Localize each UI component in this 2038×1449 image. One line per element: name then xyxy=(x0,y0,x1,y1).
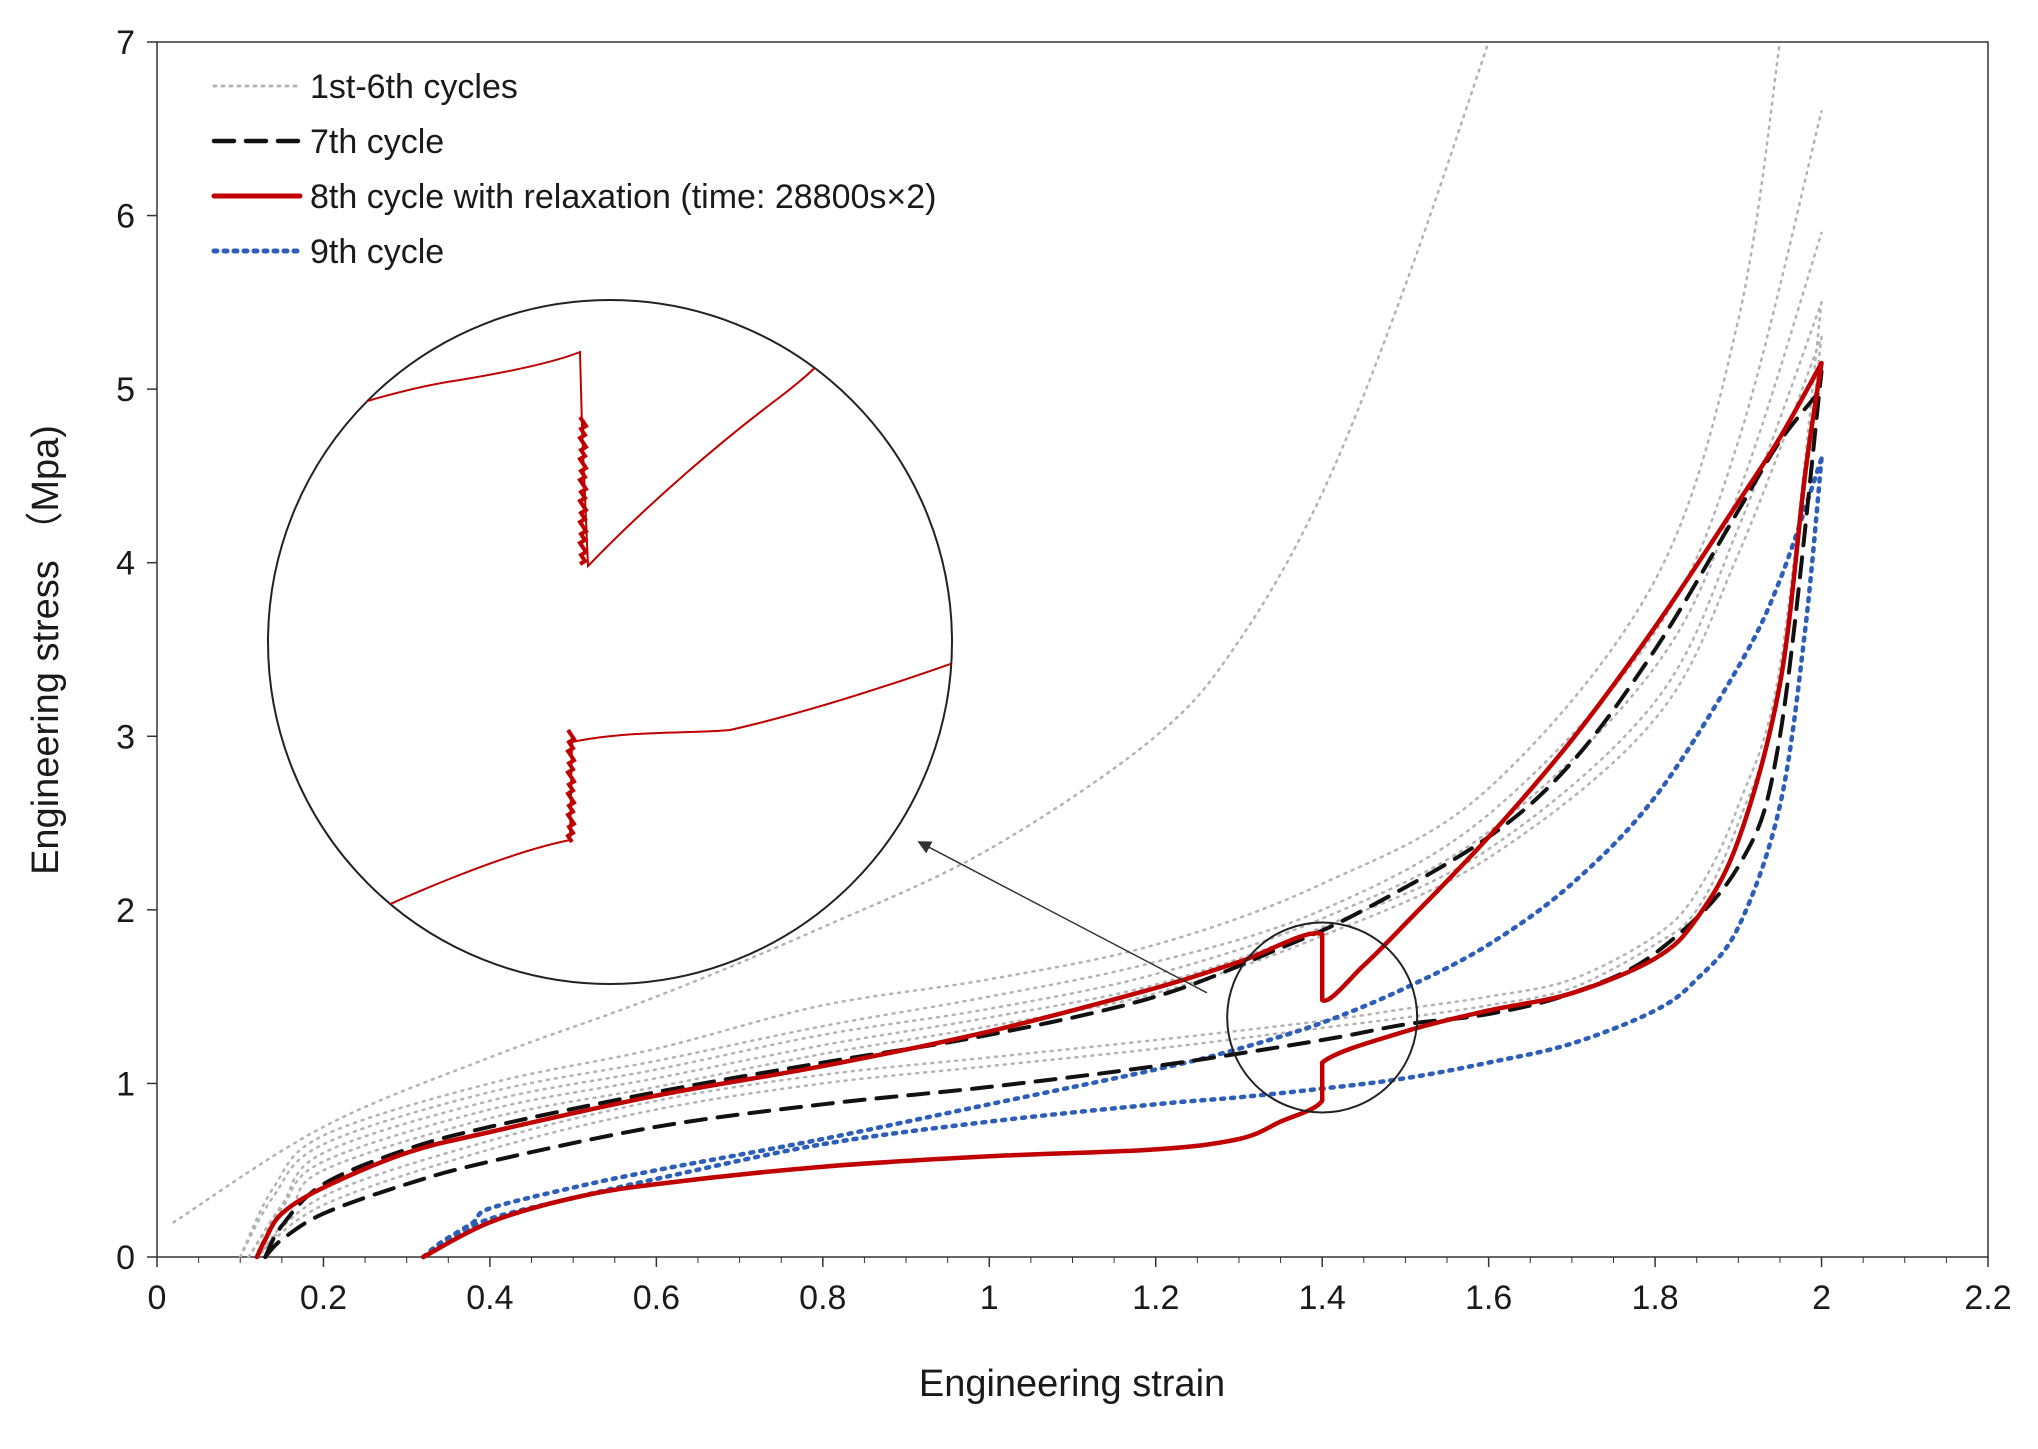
series-7th-curve-1 xyxy=(263,369,1824,1259)
y-tick-label: 0 xyxy=(116,1239,135,1277)
y-tick-label: 5 xyxy=(116,371,135,409)
series-9th-curve-1 xyxy=(421,456,1824,1260)
series-1st-6th-curve-7 xyxy=(255,335,1823,1259)
legend-label: 1st-6th cycles xyxy=(310,68,518,106)
x-tick-label: 2.2 xyxy=(1964,1279,2011,1317)
y-tick-label: 7 xyxy=(116,24,135,62)
series-1st-6th-curve-4 xyxy=(247,231,1823,1259)
x-tick-label: 1.8 xyxy=(1631,1279,1678,1317)
x-tick-label: 0.6 xyxy=(633,1279,680,1317)
legend-label: 8th cycle with relaxation (time: 28800s×… xyxy=(310,178,936,216)
y-tick-label: 1 xyxy=(116,1065,135,1103)
y-axis-ticks: 0 1 2 3 4 5 6 7 xyxy=(116,24,157,1277)
series-1st-6th-curve-2 xyxy=(238,40,1782,1259)
x-axis-ticks: 0 0.2 0.4 0.6 0.8 1 1.2 1.4 1.6 1.8 2 2.2 xyxy=(148,1257,2012,1317)
x-tick-label: 1.2 xyxy=(1132,1279,1179,1317)
y-tick-label: 4 xyxy=(116,545,135,583)
zoom-layer xyxy=(267,299,1419,1114)
y-tick-label: 3 xyxy=(116,718,135,756)
y-tick-label: 2 xyxy=(116,892,135,930)
x-tick-label: 2 xyxy=(1812,1279,1831,1317)
x-tick-label: 0.2 xyxy=(300,1279,347,1317)
x-axis-title: Engineering strain xyxy=(919,1363,1225,1405)
x-tick-label: 1.4 xyxy=(1299,1279,1346,1317)
series-7th-curve-2 xyxy=(263,387,1824,1259)
x-tick-label: 0.4 xyxy=(466,1279,513,1317)
zoom-arrow xyxy=(917,841,1208,994)
x-tick-label: 1 xyxy=(980,1279,999,1317)
inset-lower-relaxation-noise xyxy=(565,728,577,844)
x-tick-label: 0 xyxy=(148,1279,167,1317)
inset-upper-relaxation-noise xyxy=(577,415,589,566)
zoom-target-circle xyxy=(1226,921,1419,1114)
zoom-inset-circle xyxy=(267,299,953,985)
series-8th-curve-2 xyxy=(421,360,1824,1260)
legend-label: 7th cycle xyxy=(310,123,444,161)
x-tick-label: 1.6 xyxy=(1465,1279,1512,1317)
y-tick-label: 6 xyxy=(116,198,135,236)
series-1st-6th-curve-1 xyxy=(172,40,1490,1224)
y-axis-title: Engineering stress （Mpa) xyxy=(25,425,67,875)
inset-lower-branch xyxy=(309,656,952,943)
x-tick-label: 0.8 xyxy=(799,1279,846,1317)
legend: 1st-6th cycles 7th cycle 8th cycle with re… xyxy=(211,68,936,271)
curves-layer xyxy=(172,40,1824,1260)
legend-label: 9th cycle xyxy=(310,233,444,271)
series-8th-curve-1 xyxy=(254,360,1824,1260)
series-1st-6th-curve-5 xyxy=(247,301,1823,1259)
